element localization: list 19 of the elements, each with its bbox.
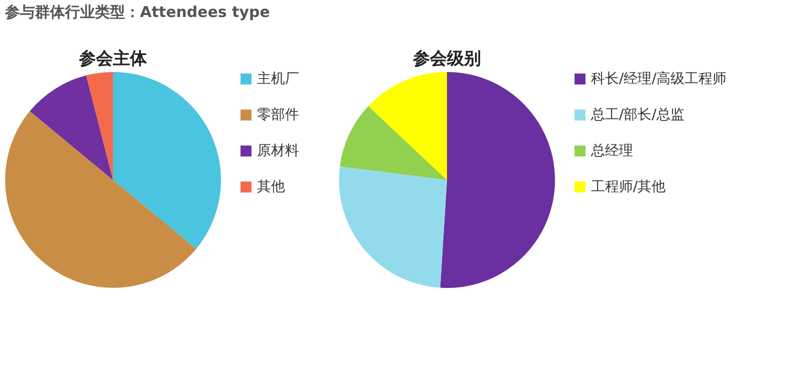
pie-slice [368,72,447,180]
pie-slice [5,111,196,288]
pie-slice [339,166,447,288]
pie-slice [113,72,221,249]
legend-label: 工程师/其他 [591,179,666,195]
pie-slice [30,75,113,180]
pie-slice [340,106,447,180]
legend-label: 总工/部长/总监 [590,107,684,123]
chart-title: 参会主体 [78,49,148,69]
legend-label: 科长/经理/高级工程师 [591,71,726,87]
pie-slice [86,72,113,180]
legend-label: 总经理 [590,143,633,159]
chart-title: 参会级别 [412,49,481,69]
text: 参与群体行业类型：Attendees type [4,3,270,21]
legend-label: 零部件 [257,107,299,123]
legend-label: 原材料 [257,143,299,159]
legend-label: 其他 [257,179,285,195]
pie-slice [440,72,555,288]
legend-label: 主机厂 [257,71,299,87]
